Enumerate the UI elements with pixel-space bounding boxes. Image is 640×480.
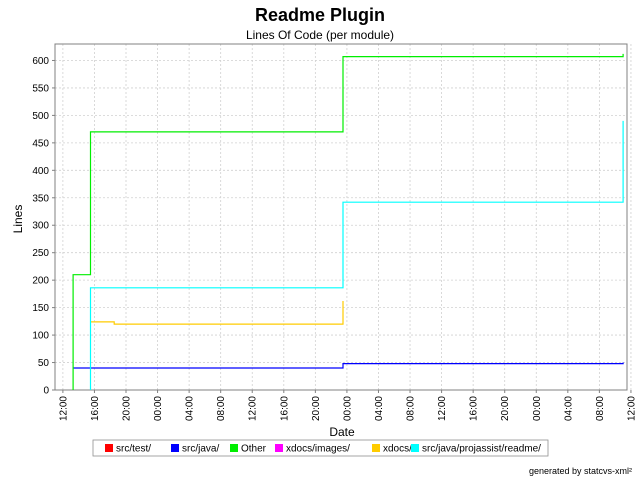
x-tick-label: 12:00 <box>626 396 637 421</box>
legend-label: xdocs/ <box>383 444 412 455</box>
legend-label: Other <box>241 444 267 455</box>
y-tick-label: 100 <box>32 331 49 342</box>
y-tick-label: 50 <box>38 358 50 369</box>
x-axis-label: Date <box>329 425 355 439</box>
y-tick-label: 550 <box>32 83 49 94</box>
x-tick-label: 00:00 <box>532 396 543 421</box>
x-tick-label: 16:00 <box>90 396 101 421</box>
y-tick-label: 350 <box>32 193 49 204</box>
legend-swatch <box>230 444 238 452</box>
x-tick-label: 04:00 <box>185 396 196 421</box>
series-line-2 <box>72 53 624 390</box>
legend-swatch <box>411 444 419 452</box>
legend-box <box>92 439 549 457</box>
legend-swatch <box>171 444 179 452</box>
legend: src/test/src/java/Other xdocs/images/xdoc… <box>92 439 549 457</box>
x-tick-label: 20:00 <box>500 396 511 421</box>
series-line-1 <box>73 362 624 369</box>
plot-area: 0 50 100 150 200 250 300 350 400 450 500 550 600 12:0… <box>32 43 637 421</box>
x-tick-label: 08:00 <box>406 396 417 421</box>
plot-frame <box>54 43 628 391</box>
x-tick-label: 08:00 <box>595 396 606 421</box>
chart-subtitle: Lines Of Code (per module) <box>246 28 394 42</box>
legend-swatch <box>105 444 113 452</box>
plot-background <box>55 44 627 390</box>
legend-swatch <box>275 444 283 452</box>
series-line-5 <box>89 120 624 390</box>
legend-label: xdocs/images/ <box>286 444 350 455</box>
y-tick-label: 200 <box>32 276 49 287</box>
x-tick-label: 00:00 <box>342 396 353 421</box>
x-tick-label: 04:00 <box>563 396 574 421</box>
x-tick-label: 08:00 <box>216 396 227 421</box>
x-tick-label: 04:00 <box>374 396 385 421</box>
legend-label: src/test/ <box>116 444 151 455</box>
x-tick-label: 20:00 <box>122 396 133 421</box>
legend-swatch <box>372 444 380 452</box>
y-tick-label: 300 <box>32 221 49 232</box>
footer-credit: generated by statcvs-xml² <box>529 466 632 476</box>
x-tick-label: 00:00 <box>153 396 164 421</box>
x-tick-label: 20:00 <box>311 396 322 421</box>
x-tick-label: 16:00 <box>279 396 290 421</box>
y-tick-label: 400 <box>32 166 49 177</box>
y-tick-label: 250 <box>32 248 49 259</box>
chart-title: Readme Plugin <box>255 5 385 25</box>
y-tick-label: 500 <box>32 111 49 122</box>
y-tick-label: 150 <box>32 303 49 314</box>
x-tick-label: 12:00 <box>58 396 69 421</box>
x-tick-label: 12:00 <box>248 396 259 421</box>
legend-label: src/java/ <box>182 444 219 455</box>
legend-label: src/java/projassist/readme/ <box>422 444 541 455</box>
y-tick-label: 450 <box>32 138 49 149</box>
series-line-4 <box>90 301 344 325</box>
y-tick-label: 600 <box>32 56 49 67</box>
y-axis-label: Lines <box>11 205 25 234</box>
x-tick-label: 12:00 <box>437 396 448 421</box>
x-tick-label: 16:00 <box>469 396 480 421</box>
y-tick-label: 0 <box>43 386 49 397</box>
